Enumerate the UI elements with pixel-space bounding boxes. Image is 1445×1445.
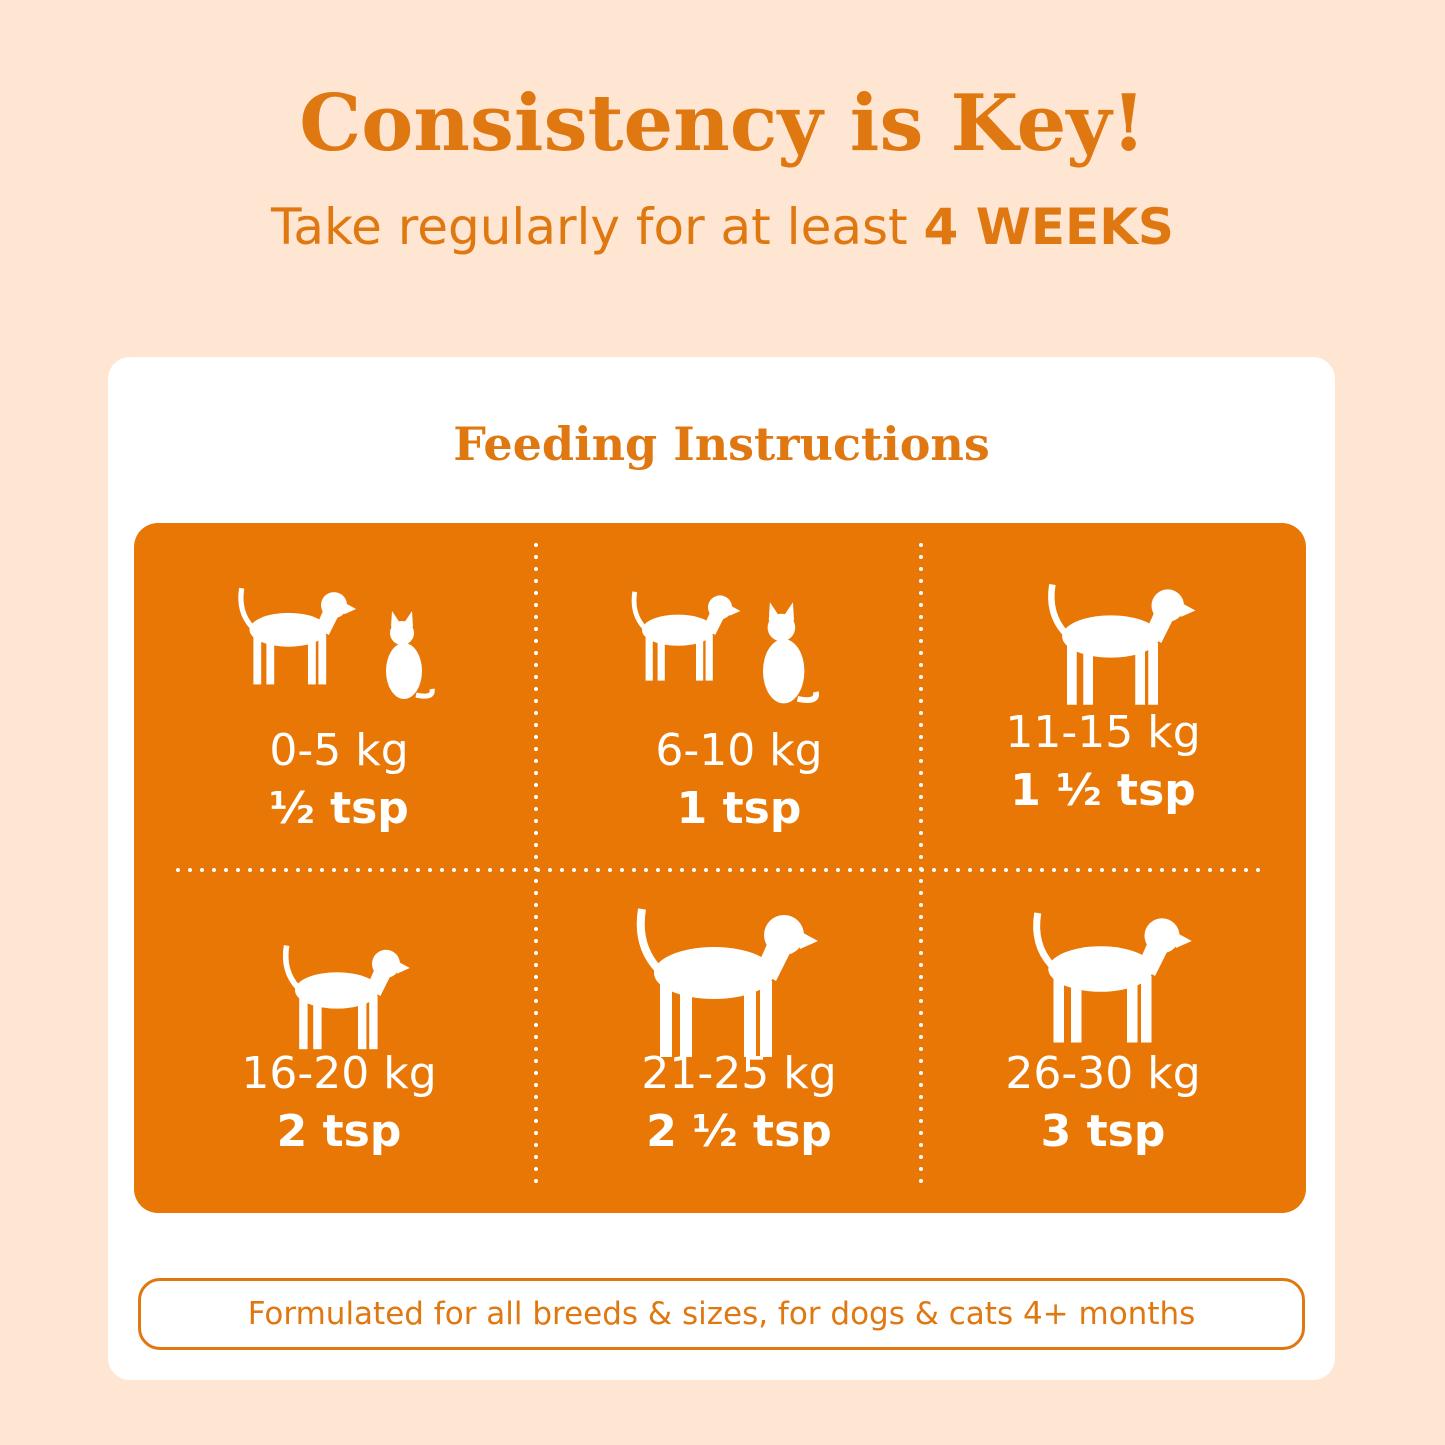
weight-range: 6-10 kg: [655, 725, 822, 776]
note: Formulated for all breeds & sizes, for d…: [138, 1278, 1305, 1350]
dose: ½ tsp: [269, 783, 409, 834]
dose: 3 tsp: [1041, 1106, 1166, 1157]
cells: 0-5 kg ½ tsp 6-10 kg 1 tsp 11-15 kg 1 ½ tsp 16…: [241, 707, 1200, 1157]
dose: 1 tsp: [677, 783, 802, 834]
dose: 1 ½ tsp: [1010, 765, 1196, 816]
feeding-card: Feeding Instructions: [108, 357, 1335, 1380]
subtitle-text: Take regularly for at least: [271, 198, 908, 256]
subtitle-emphasis: 4 WEEKS: [923, 198, 1174, 256]
dose: 2 tsp: [277, 1106, 402, 1157]
weight-range: 26-30 kg: [1005, 1048, 1200, 1099]
weight-range: 11-15 kg: [1005, 707, 1200, 758]
weight-range: 16-20 kg: [241, 1048, 436, 1099]
page-title: Consistency is Key!: [299, 78, 1146, 169]
feeding-panel: 0-5 kg ½ tsp 6-10 kg 1 tsp 11-15 kg 1 ½ tsp 16…: [134, 523, 1306, 1213]
weight-range: 0-5 kg: [269, 725, 408, 776]
subtitle: Take regularly for at least 4 WEEKS: [0, 198, 1445, 256]
card-title: Feeding Instructions: [453, 417, 990, 471]
dividers: [176, 543, 1267, 1185]
weight-range: 21-25 kg: [641, 1048, 836, 1099]
dose: 2 ½ tsp: [646, 1106, 832, 1157]
